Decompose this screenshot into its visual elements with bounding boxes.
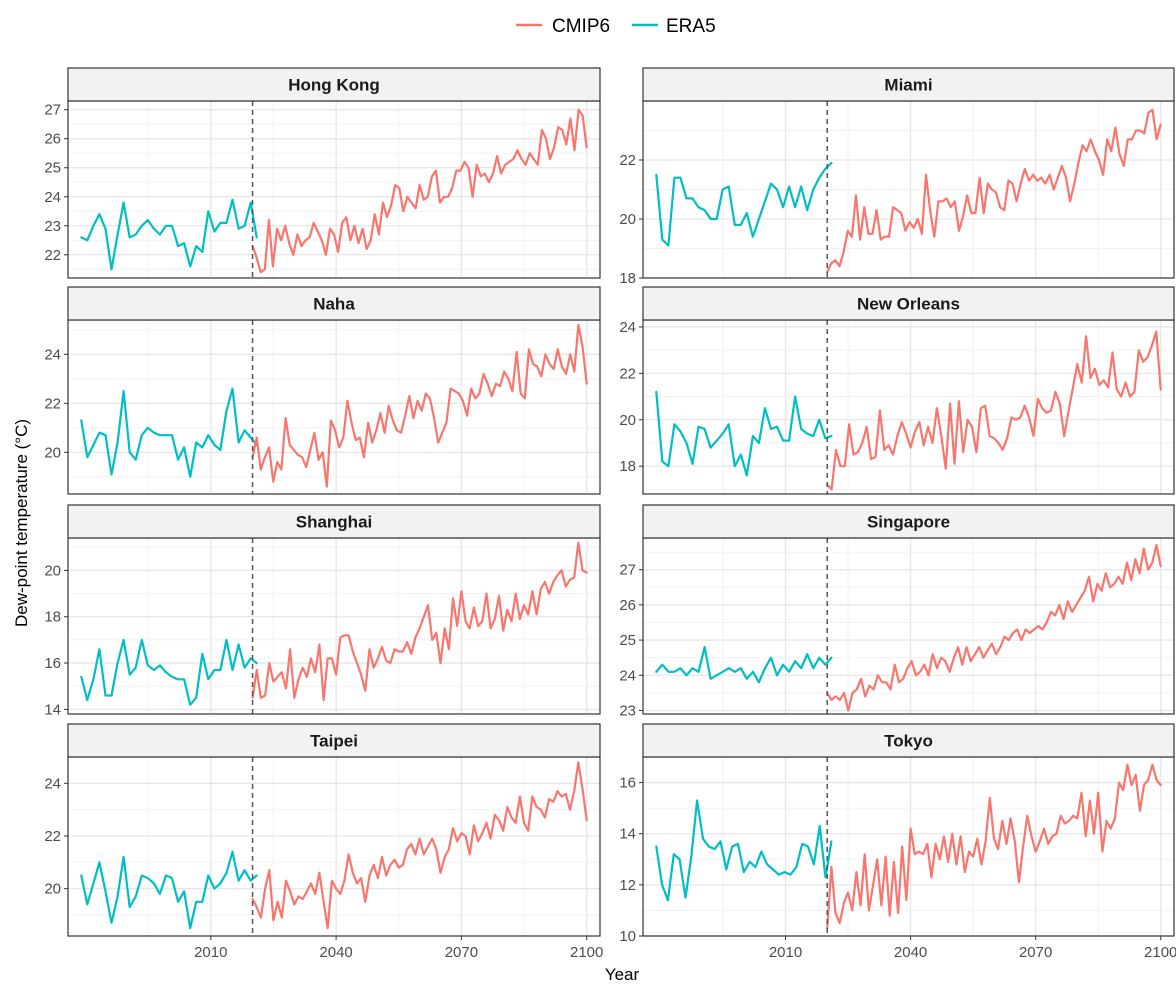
series-line-cmip6-miami xyxy=(826,108,1162,274)
strip-header xyxy=(642,67,1175,102)
y-tick-label: 22 xyxy=(44,247,61,264)
y-tick-label: 20 xyxy=(619,211,636,228)
panel-shanghai: 14 16 18 20 Shanghai xyxy=(44,504,601,718)
y-tick-label: 26 xyxy=(44,131,61,148)
y-tick-label: 25 xyxy=(44,160,61,177)
y-tick-label: 14 xyxy=(619,826,636,843)
x-tick-label: 2100 xyxy=(1144,944,1176,961)
legend-label-era5: ERA5 xyxy=(666,16,716,37)
series-line-era5-tokyo xyxy=(655,799,833,902)
plot-area xyxy=(68,757,600,936)
y-tick-label: 23 xyxy=(44,218,61,235)
y-tick-label: 20 xyxy=(619,412,636,429)
y-tick-label: 22 xyxy=(44,828,61,845)
plot-area xyxy=(68,320,600,494)
panel-title-miami: Miami xyxy=(884,76,932,95)
series-line-era5-shanghai xyxy=(80,638,258,706)
y-tick-label: 18 xyxy=(619,458,636,475)
y-axis-title: Dew-point temperature (°C) xyxy=(12,419,31,627)
y-tick-label: 24 xyxy=(44,189,61,206)
x-tick-label: 2070 xyxy=(1019,944,1052,961)
series-line-cmip6-tokyo xyxy=(826,763,1162,930)
x-tick-label: 2040 xyxy=(894,944,927,961)
series-line-era5-miami xyxy=(655,161,833,247)
y-tick-label: 18 xyxy=(44,609,61,626)
panel-title-shanghai: Shanghai xyxy=(296,513,373,532)
y-tick-label: 20 xyxy=(44,562,61,579)
facet-panels: 22 23 24 25 26 27 Hong Kong 18 20 22 Miami 20 22 24 Na… xyxy=(44,67,1176,961)
y-tick-label: 22 xyxy=(619,152,636,169)
y-tick-label: 23 xyxy=(619,702,636,719)
panel-title-hong-kong: Hong Kong xyxy=(288,76,380,95)
panel-title-new-orleans: New Orleans xyxy=(857,295,960,314)
y-tick-label: 10 xyxy=(619,928,636,945)
y-tick-label: 27 xyxy=(44,102,61,119)
x-tick-label: 2070 xyxy=(445,944,478,961)
plot-area xyxy=(68,538,600,714)
strip-header xyxy=(67,723,601,758)
x-tick-label: 2040 xyxy=(319,944,352,961)
panel-title-singapore: Singapore xyxy=(867,513,950,532)
y-tick-label: 14 xyxy=(44,701,61,718)
series-line-era5-hong-kong xyxy=(80,198,258,271)
series-line-era5-taipei xyxy=(80,850,258,930)
y-tick-label: 24 xyxy=(44,346,61,363)
strip-header xyxy=(67,504,601,539)
y-tick-label: 25 xyxy=(619,632,636,649)
y-tick-label: 26 xyxy=(619,597,636,614)
series-line-cmip6-new-orleans xyxy=(826,330,1162,491)
y-tick-label: 16 xyxy=(619,775,636,792)
y-tick-label: 20 xyxy=(44,881,61,898)
panel-title-taipei: Taipei xyxy=(310,732,358,751)
series-line-cmip6-naha xyxy=(251,323,588,488)
y-tick-label: 27 xyxy=(619,562,636,579)
y-tick-label: 24 xyxy=(619,667,636,684)
y-tick-label: 24 xyxy=(619,319,636,336)
panel-hong-kong: 22 23 24 25 26 27 Hong Kong xyxy=(44,67,601,279)
x-tick-label: 2010 xyxy=(194,944,227,961)
y-tick-label: 18 xyxy=(619,270,636,287)
y-tick-label: 22 xyxy=(619,365,636,382)
panel-title-naha: Naha xyxy=(313,295,355,314)
series-line-cmip6-taipei xyxy=(251,761,588,930)
y-tick-label: 20 xyxy=(44,444,61,461)
panel-naha: 20 22 24 Naha xyxy=(44,286,601,495)
plot-area xyxy=(643,538,1174,714)
strip-header xyxy=(67,286,601,321)
y-tick-label: 24 xyxy=(44,775,61,792)
x-tick-label: 2010 xyxy=(769,944,802,961)
panel-title-tokyo: Tokyo xyxy=(884,732,933,751)
series-line-cmip6-hong-kong xyxy=(251,108,588,274)
series-line-era5-naha xyxy=(80,387,258,478)
series-line-era5-new-orleans xyxy=(655,390,833,477)
panel-tokyo: 2010 2040 2070 2100 10 12 14 16 Tokyo xyxy=(619,723,1176,961)
x-axis-title: Year xyxy=(605,965,640,982)
panel-new-orleans: 18 20 22 24 New Orleans xyxy=(619,286,1175,495)
strip-header xyxy=(642,504,1175,539)
panel-singapore: 23 24 25 26 27 Singapore xyxy=(619,504,1175,719)
y-tick-label: 12 xyxy=(619,877,636,894)
panel-taipei: 2010 2040 2070 2100 20 22 24 Taipei xyxy=(44,723,603,961)
strip-header xyxy=(642,286,1175,321)
y-tick-label: 16 xyxy=(44,655,61,672)
strip-header xyxy=(642,723,1175,758)
legend: CMIP6 ERA5 xyxy=(516,16,716,37)
panel-miami: 18 20 22 Miami xyxy=(619,67,1175,287)
x-tick-label: 2100 xyxy=(570,944,603,961)
strip-header xyxy=(67,67,601,102)
series-line-era5-singapore xyxy=(655,645,833,684)
series-line-cmip6-singapore xyxy=(826,543,1162,712)
series-line-cmip6-shanghai xyxy=(251,541,588,702)
y-tick-label: 22 xyxy=(44,395,61,412)
legend-label-cmip6: CMIP6 xyxy=(552,16,610,37)
plot-area xyxy=(68,101,600,278)
